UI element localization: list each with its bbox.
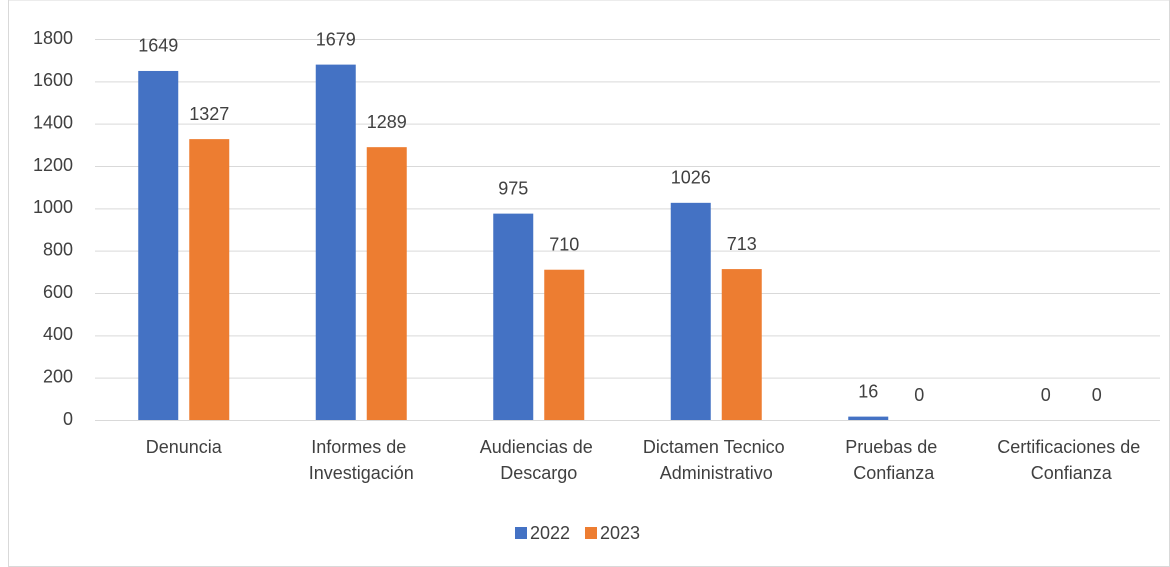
y-tick-label: 0 — [63, 409, 73, 429]
y-tick-label: 200 — [43, 366, 73, 386]
bar — [138, 70, 179, 420]
bar — [544, 269, 585, 420]
x-tick-label-line: Pruebas de — [845, 437, 942, 457]
y-tick-label: 1400 — [33, 112, 73, 132]
legend-label: 2022 — [530, 523, 570, 543]
x-tick-label-line: Audiencias de — [480, 437, 598, 457]
legend-swatch — [515, 527, 527, 539]
bar — [721, 269, 762, 420]
data-label: 710 — [549, 234, 579, 254]
data-label: 1679 — [316, 29, 356, 49]
y-tick-label: 1000 — [33, 197, 73, 217]
y-tick-label: 1600 — [33, 70, 73, 90]
x-tick-label-line: Investigación — [309, 463, 414, 483]
data-label: 1649 — [138, 36, 178, 56]
bar — [315, 64, 356, 420]
bar — [366, 147, 407, 420]
data-label: 16 — [858, 381, 878, 401]
legend-swatch — [585, 527, 597, 539]
legend-label: 2023 — [600, 523, 640, 543]
data-label: 1327 — [189, 104, 229, 124]
data-label: 1026 — [671, 168, 711, 188]
x-tick-label-line: Certificaciones de — [997, 437, 1145, 457]
x-tick-label: Certificaciones de Confianza — [997, 437, 1145, 483]
x-tick-label-line: Confianza — [1031, 463, 1113, 483]
y-tick-label: 800 — [43, 239, 73, 259]
y-tick-label: 1200 — [33, 155, 73, 175]
bar — [493, 213, 534, 420]
data-label: 0 — [914, 385, 924, 405]
x-tick-label: Informes de Investigación — [309, 437, 414, 483]
y-tick-label: 400 — [43, 324, 73, 344]
x-tick-label-line: Dictamen Tecnico — [643, 437, 790, 457]
x-tick-label-line: Confianza — [853, 463, 935, 483]
x-tick-label: Dictamen Tecnico Administrativo — [643, 437, 790, 483]
x-tick-label-line: Administrativo — [660, 463, 773, 483]
x-tick-label: Pruebas de Confianza — [845, 437, 942, 483]
x-tick-label: Audiencias de Descargo — [480, 437, 598, 483]
y-tick-label: 1800 — [33, 28, 73, 48]
y-tick-label: 600 — [43, 282, 73, 302]
bar — [848, 416, 889, 420]
x-tick-label-line: Denuncia — [146, 437, 223, 457]
bar — [189, 139, 230, 420]
x-tick-label: Denuncia — [146, 437, 223, 457]
data-label: 713 — [727, 234, 757, 254]
x-tick-label-line: Informes de — [311, 437, 411, 457]
chart-frame — [8, 0, 1170, 567]
data-label: 0 — [1041, 385, 1051, 405]
data-label: 975 — [498, 178, 528, 198]
bar — [670, 202, 711, 420]
x-tick-label-line: Descargo — [500, 463, 577, 483]
data-label: 1289 — [367, 112, 407, 132]
data-label: 0 — [1092, 385, 1102, 405]
